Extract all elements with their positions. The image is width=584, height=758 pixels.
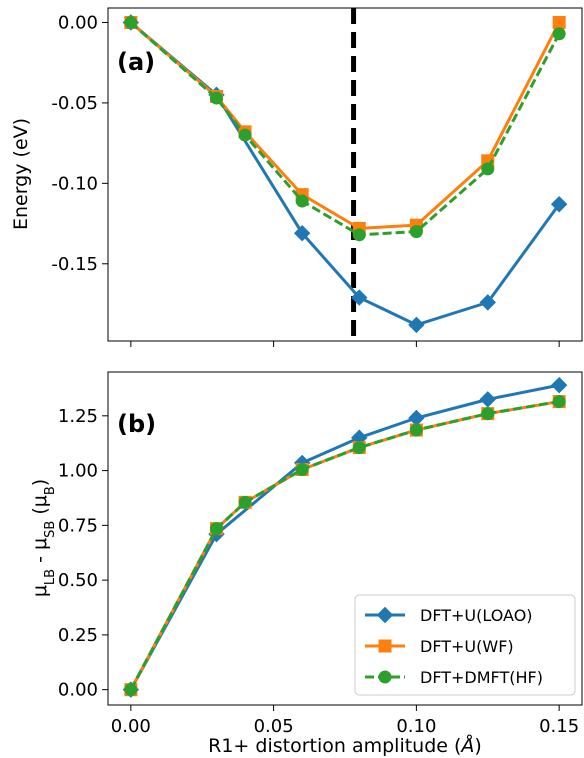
legend-box: [354, 594, 576, 696]
data-point-circle: [124, 683, 138, 697]
data-point-diamond: [408, 409, 425, 427]
data-point-diamond: [550, 196, 568, 213]
panel-b-y-tick-label: 1.25: [58, 406, 98, 427]
data-point-square: [552, 15, 566, 29]
data-point-circle: [295, 462, 309, 476]
data-point-diamond: [479, 294, 496, 311]
panel-b-x-tick-label: 0.10: [396, 716, 436, 737]
panel-a-label: (a): [117, 48, 155, 76]
panel-b-y-tick-label: 0.50: [58, 570, 98, 591]
data-point-circle: [481, 162, 495, 176]
panel-a-y-tick-label: -0.10: [51, 173, 98, 194]
data-point-circle: [409, 225, 423, 239]
panel-a-ticks: 0.00 -0.05 -0.10 -0.15: [51, 12, 560, 347]
legend-label-circle: DFT+DMFT(HF): [420, 668, 543, 687]
data-point-circle: [238, 128, 252, 142]
data-point-circle: [210, 91, 224, 105]
panel-b: 0.00 0.25 0.50 0.75 1.00 1.25 0.00 0.05 0.10 0.15…: [29, 371, 583, 757]
panel-a: 0.00 -0.05 -0.10 -0.15 (a) Energy (eV): [10, 7, 583, 347]
data-point-circle: [552, 27, 566, 41]
panel-b-x-tick-label: 0.00: [111, 716, 151, 737]
data-point-diamond: [408, 316, 425, 334]
data-point-circle: [352, 228, 366, 242]
legend-label-diamond: DFT+U(LOAO): [420, 606, 533, 625]
data-point-circle: [481, 407, 495, 421]
data-point-circle: [409, 423, 423, 437]
data-point-circle: [552, 395, 566, 409]
panel-b-y-axis-title: μLB - μSB (μB): [29, 479, 58, 597]
data-point-circle: [238, 495, 252, 509]
data-point-circle: [295, 194, 309, 208]
series-line-square: [129, 21, 561, 230]
data-point-circle: [124, 15, 138, 29]
panel-a-y-tick-label: 0.00: [58, 12, 98, 33]
panel-a-frame: [107, 7, 583, 342]
panel-a-y-axis-title: Energy (eV): [10, 118, 32, 230]
panel-a-y-tick-label: -0.05: [51, 93, 98, 114]
data-point-circle: [210, 522, 224, 536]
panel-b-x-tick-label: 0.05: [254, 716, 294, 737]
panel-a-plot-area: [122, 8, 568, 341]
legend-marker-diamond: [376, 606, 394, 624]
panel-b-frame: [107, 371, 583, 706]
series-line-diamond: [129, 21, 561, 327]
panel-b-ticks: 0.00 0.25 0.50 0.75 1.00 1.25 0.00 0.05 0.10 0.15: [58, 406, 579, 737]
panel-b-y-tick-label: 0.00: [58, 680, 98, 701]
legend-marker-circle: [378, 670, 392, 684]
panel-b-label: (b): [117, 410, 156, 438]
data-point-diamond: [479, 391, 496, 408]
legend-marker-square: [378, 639, 392, 653]
legend: DFT+U(LOAO) DFT+U(WF) DFT+DMFT(HF): [354, 594, 576, 696]
data-point-circle: [352, 441, 366, 455]
series-line-circle: [129, 21, 561, 237]
data-point-diamond: [351, 289, 368, 306]
panel-b-x-axis-title: R1+ distortion amplitude (Å): [208, 734, 482, 757]
data-point-diamond: [550, 376, 568, 394]
panel-b-y-tick-label: 0.25: [58, 625, 98, 646]
panel-b-plot-area: [122, 376, 568, 698]
panel-b-y-tick-label: 1.00: [58, 461, 98, 482]
legend-label-square: DFT+U(WF): [420, 637, 514, 656]
panel-b-x-tick-label: 0.15: [539, 716, 579, 737]
panel-a-y-tick-label: -0.15: [51, 254, 98, 275]
panel-b-y-tick-label: 0.75: [58, 515, 98, 536]
data-point-diamond: [293, 225, 311, 242]
